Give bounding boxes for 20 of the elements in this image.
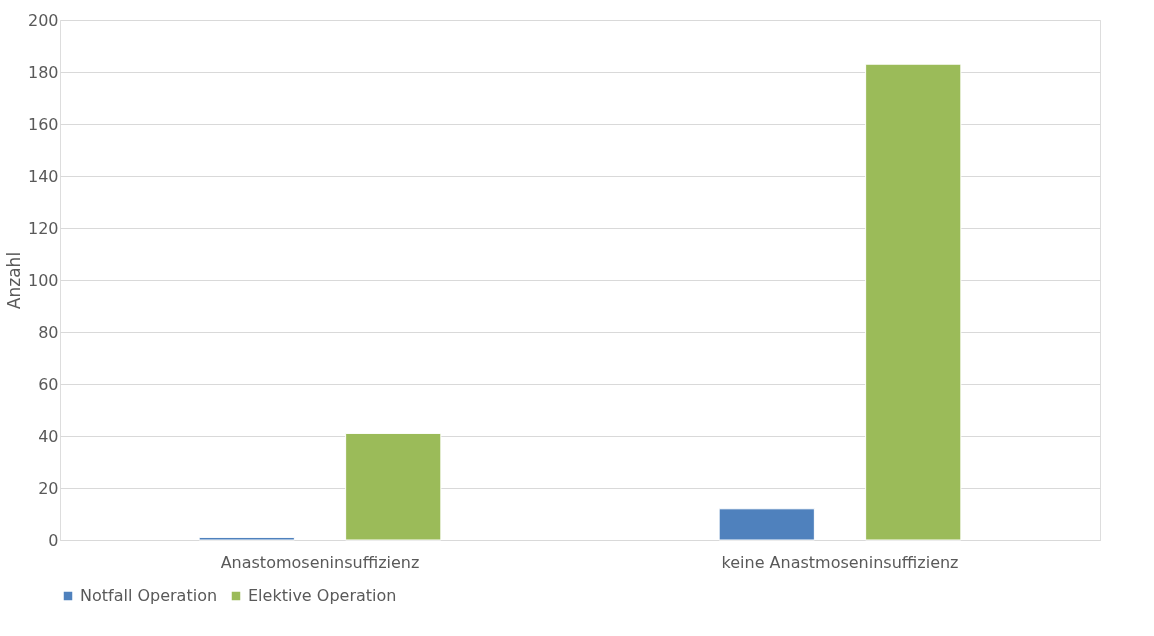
- y-axis-title: Anzahl: [3, 251, 24, 310]
- y-tick-label: 100: [27, 270, 59, 290]
- y-tick-label: 80: [38, 322, 59, 342]
- y-tick-label: 120: [27, 218, 59, 238]
- bar: [345, 432, 442, 541]
- y-tick-label: 140: [27, 166, 59, 186]
- y-tick-label: 180: [27, 62, 59, 82]
- bar: [865, 63, 962, 541]
- bar: [718, 508, 815, 541]
- legend-label: Notfall Operation: [80, 586, 218, 605]
- x-tick-label: Anastomoseninsuffizienz: [220, 552, 420, 572]
- y-tick-label: 60: [38, 374, 59, 394]
- y-tick-label: 160: [27, 114, 59, 134]
- y-tick-label: 40: [38, 426, 59, 446]
- legend-label: Elektive Operation: [248, 586, 397, 605]
- x-tick-label: keine Anastmoseninsuffizienz: [721, 552, 959, 572]
- y-tick-label: 20: [38, 478, 59, 498]
- y-tick-label: 0: [48, 530, 59, 550]
- bar: [198, 536, 295, 541]
- y-tick-label: 200: [27, 10, 59, 30]
